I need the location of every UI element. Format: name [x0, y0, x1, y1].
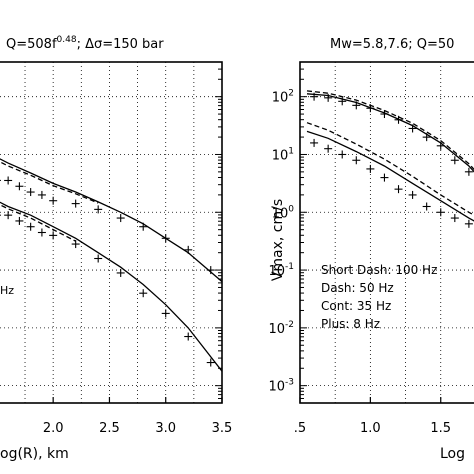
- left-x-tick-label: 3.5: [212, 421, 233, 436]
- left-plus-marker: [15, 216, 24, 225]
- right-plus-marker: [310, 138, 319, 147]
- right-plus-marker: [408, 190, 417, 199]
- left-plus-marker: [0, 179, 1, 182]
- right-plus-marker: [450, 214, 459, 223]
- right-x-tick-label: 1.0: [360, 421, 381, 436]
- right-y-axis-label: Vmax, cm/s: [270, 199, 286, 281]
- right-y-tick-label: 101: [272, 146, 294, 163]
- right-x-tick-label: 1.5: [430, 421, 451, 436]
- right-legend-entry: Short Dash: 100 Hz: [321, 263, 437, 277]
- left-panel: Q=508f0.48; Δσ=150 bar og(R), km Hz 2.0 2…: [0, 35, 232, 462]
- right-y-tick-label: 10-3: [268, 378, 294, 395]
- left-x-tick-label: 2.0: [43, 421, 64, 436]
- left-plus-marker: [26, 222, 35, 231]
- left-x-axis-label: og(R), km: [0, 446, 69, 462]
- right-series-line-1: [306, 90, 474, 171]
- left-plus-marker: [94, 254, 103, 263]
- right-series-line-3: [306, 122, 474, 216]
- left-plus-marker: [139, 222, 148, 231]
- left-plus-marker: [71, 240, 80, 249]
- right-plus-marker: [436, 208, 445, 217]
- right-plus-marker: [324, 93, 333, 102]
- right-plus-marker: [464, 219, 473, 228]
- right-x-axis-label: Log: [440, 446, 465, 462]
- right-legend-entry: Cont: 35 Hz: [321, 299, 391, 313]
- right-y-tick-label: 10-2: [268, 320, 294, 337]
- right-plus-marker: [338, 97, 347, 106]
- right-x-tick-label: .5: [294, 421, 306, 436]
- left-plus-marker: [49, 196, 58, 205]
- left-series-line-0: [0, 158, 222, 283]
- right-legend-entry: Dash: 50 Hz: [321, 281, 394, 295]
- right-plus-marker: [352, 101, 361, 110]
- right-plus-marker: [380, 173, 389, 182]
- left-x-tick-label: 2.5: [99, 421, 120, 436]
- left-plus-marker: [161, 234, 170, 243]
- left-plus-marker: [4, 176, 13, 185]
- right-plus-marker: [394, 185, 403, 194]
- left-plus-marker: [206, 266, 215, 275]
- right-plus-marker: [310, 92, 319, 101]
- left-plus-marker: [71, 199, 80, 208]
- right-plus-marker: [324, 144, 333, 153]
- left-plus-marker: [161, 309, 170, 318]
- left-plus-marker: [15, 182, 24, 191]
- right-plot-frame: [299, 61, 474, 404]
- left-plus-marker: [4, 211, 13, 220]
- right-plus-marker: [408, 124, 417, 133]
- left-plus-marker: [116, 214, 125, 223]
- right-series-line-0: [306, 93, 474, 173]
- left-plus-marker: [37, 228, 46, 237]
- right-y-tick-label: 10-1: [268, 262, 294, 279]
- left-plus-marker: [184, 332, 193, 341]
- left-chart-title: Q=508f0.48; Δσ=150 bar: [6, 35, 164, 52]
- right-plus-marker: [338, 150, 347, 159]
- right-plus-marker: [380, 110, 389, 119]
- left-legend-fragment: Hz: [0, 284, 14, 297]
- right-grid: [300, 62, 474, 403]
- right-series-line-2: [306, 130, 474, 222]
- left-plus-marker: [37, 190, 46, 199]
- left-plus-marker: [116, 268, 125, 277]
- left-plus-marker: [206, 358, 215, 367]
- right-plus-marker: [436, 141, 445, 150]
- right-y-tick-label: 102: [272, 89, 294, 106]
- right-plus-marker: [366, 164, 375, 173]
- left-plot-frame: [0, 61, 223, 404]
- right-plus-marker: [464, 167, 473, 176]
- right-legend-entry: Plus: 8 Hz: [321, 317, 380, 331]
- right-plus-marker: [450, 156, 459, 165]
- left-plus-marker: [139, 289, 148, 298]
- left-x-tick-label: 3.0: [155, 421, 176, 436]
- left-series-line-1: [0, 161, 99, 204]
- right-legend: Short Dash: 100 Hz Dash: 50 Hz Cont: 35 Hz…: [321, 263, 437, 331]
- right-plus-marker: [366, 104, 375, 113]
- left-plus-marker: [94, 205, 103, 214]
- left-series-line-3: [0, 204, 76, 242]
- right-plus-marker: [394, 115, 403, 124]
- right-panel: Mw=5.8,7.6; Q=50 Vmax, cm/s Log .5 1.0 1.5…: [268, 37, 474, 462]
- left-grid: [0, 62, 222, 403]
- right-y-tick-label: 100: [272, 204, 295, 221]
- right-plus-marker: [422, 202, 431, 211]
- right-chart-title: Mw=5.8,7.6; Q=50: [330, 37, 454, 52]
- left-series-line-2: [0, 201, 222, 372]
- left-plus-marker: [26, 188, 35, 197]
- left-plus-marker: [184, 245, 193, 254]
- right-plus-marker: [422, 133, 431, 142]
- right-plus-marker: [352, 156, 361, 165]
- left-plus-marker: [49, 231, 58, 240]
